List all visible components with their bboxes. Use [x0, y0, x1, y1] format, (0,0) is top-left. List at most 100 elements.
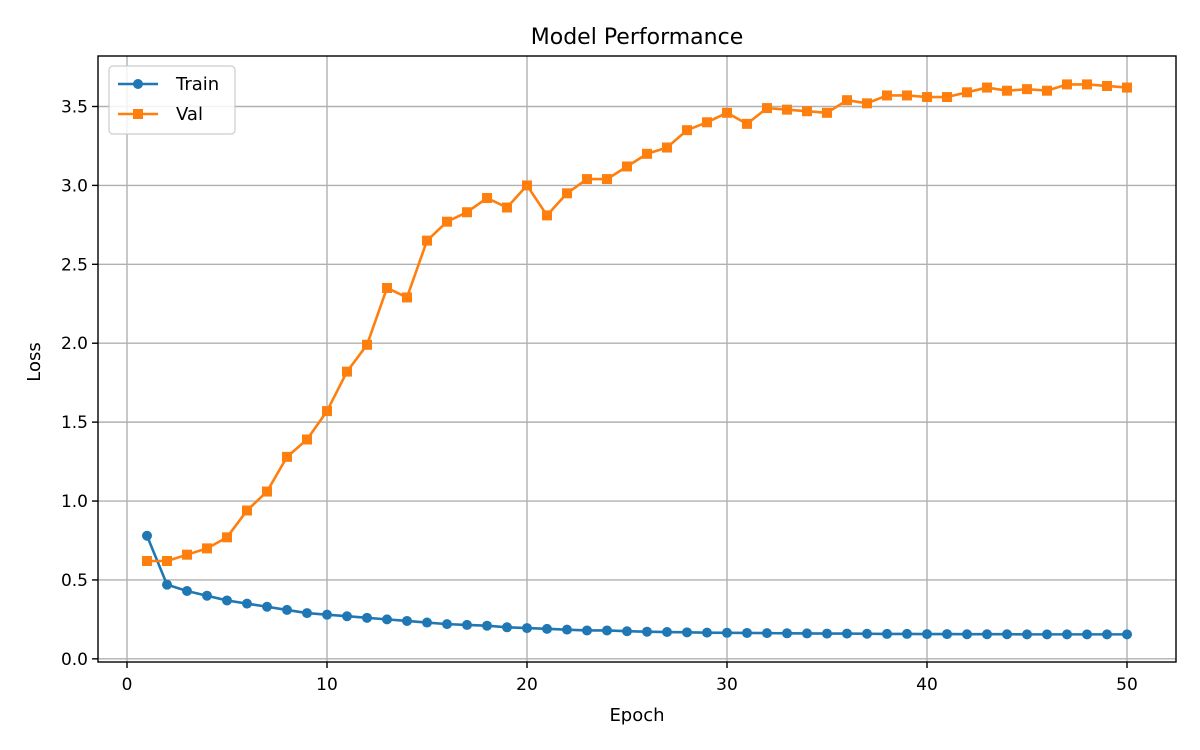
train-data-point	[382, 614, 392, 625]
train-data-point	[502, 622, 512, 633]
val-data-point	[942, 92, 952, 103]
train-data-point	[262, 601, 272, 612]
train-data-point	[842, 628, 852, 639]
val-series-line	[147, 83, 1128, 563]
train-data-point	[862, 628, 872, 639]
val-data-point	[202, 543, 212, 554]
x-tick-label: 40	[916, 675, 938, 695]
val-data-point	[702, 117, 712, 128]
train-data-point	[562, 624, 572, 635]
val-data-point	[1122, 82, 1132, 93]
val-data-point	[1042, 85, 1052, 96]
train-data-point	[762, 628, 772, 639]
val-data-point	[382, 282, 392, 293]
val-data-point	[362, 339, 372, 350]
val-data-point	[622, 161, 632, 172]
x-tick-label: 20	[516, 675, 538, 695]
train-data-point	[202, 590, 212, 601]
val-data-point	[162, 556, 172, 566]
train-data-point	[702, 627, 712, 638]
val-data-point	[182, 549, 192, 560]
y-tick-label: 0.5	[61, 571, 88, 591]
train-data-point	[942, 629, 952, 640]
train-data-point	[722, 627, 732, 638]
val-data-point	[542, 210, 552, 221]
train-data-point	[302, 608, 312, 619]
train-data-point	[1002, 629, 1012, 640]
legend: Train Val	[108, 65, 236, 135]
val-data-point	[582, 174, 592, 185]
val-data-point	[682, 125, 692, 136]
val-data-point	[762, 103, 772, 114]
legend-val-marker	[133, 109, 143, 119]
train-data-point	[162, 579, 172, 590]
val-data-point	[402, 292, 412, 303]
train-data-point	[1102, 629, 1112, 640]
train-data-point	[1022, 629, 1032, 640]
train-data-point	[542, 623, 552, 634]
val-data-point	[242, 505, 252, 516]
val-data-point	[342, 366, 352, 377]
train-data-point	[362, 612, 372, 623]
x-tick-label: 50	[1116, 675, 1138, 695]
x-tick-label: 0	[122, 675, 133, 695]
y-tick-label: 2.5	[61, 255, 88, 275]
legend-train-marker	[133, 79, 143, 89]
val-data-point	[322, 406, 332, 417]
train-data-point	[582, 625, 592, 636]
train-data-point	[1042, 629, 1052, 640]
legend-train-label: Train	[175, 74, 219, 95]
val-data-point	[1102, 80, 1112, 91]
val-data-point	[1002, 85, 1012, 96]
train-data-point	[342, 611, 352, 622]
train-data-point	[522, 623, 532, 634]
y-tick-label: 0.0	[61, 650, 88, 670]
train-data-point	[982, 629, 992, 640]
val-data-point	[482, 193, 492, 204]
series-layer	[142, 79, 1132, 640]
val-data-point	[902, 90, 912, 101]
axis-ticks: 0 10 20 30 40 50 0.0 0.5 1.0 1.5 2.0 2.5 3.0 3.5	[61, 98, 1138, 696]
train-data-point	[282, 604, 292, 615]
val-data-point	[1082, 79, 1092, 90]
train-data-point	[902, 628, 912, 639]
plot-frame	[97, 55, 1177, 663]
train-data-point	[1082, 629, 1092, 640]
train-data-point	[782, 628, 792, 639]
train-data-point	[822, 628, 832, 639]
train-data-point	[322, 609, 332, 620]
y-tick-label: 1.5	[61, 413, 88, 433]
train-data-point	[622, 626, 632, 637]
val-data-point	[742, 118, 752, 129]
train-series-line	[145, 535, 1127, 636]
val-data-point	[1022, 84, 1032, 95]
train-data-point	[422, 617, 432, 628]
val-data-point	[642, 148, 652, 159]
val-data-point	[802, 106, 812, 117]
val-data-point	[882, 90, 892, 101]
val-data-point	[422, 235, 432, 246]
chart-title: Model Performance	[531, 25, 743, 50]
val-data-point	[562, 188, 572, 199]
train-data-point	[1062, 629, 1072, 640]
y-tick-label: 2.0	[61, 334, 88, 354]
train-data-point	[402, 615, 412, 626]
train-data-point	[482, 620, 492, 631]
val-data-point	[862, 98, 872, 109]
y-tick-label: 3.5	[61, 98, 88, 118]
train-data-point	[222, 595, 232, 606]
train-data-point	[802, 628, 812, 639]
x-axis-label: Epoch	[609, 705, 664, 726]
val-data-point	[462, 207, 472, 218]
val-data-point	[502, 202, 512, 213]
val-data-point	[962, 87, 972, 98]
train-data-point	[142, 530, 152, 541]
train-data-point	[682, 627, 692, 638]
val-data-point	[222, 532, 232, 543]
val-data-point	[822, 107, 832, 118]
val-data-point	[842, 95, 852, 106]
train-data-point	[442, 619, 452, 630]
train-data-point	[1122, 629, 1132, 640]
val-data-point	[922, 92, 932, 103]
